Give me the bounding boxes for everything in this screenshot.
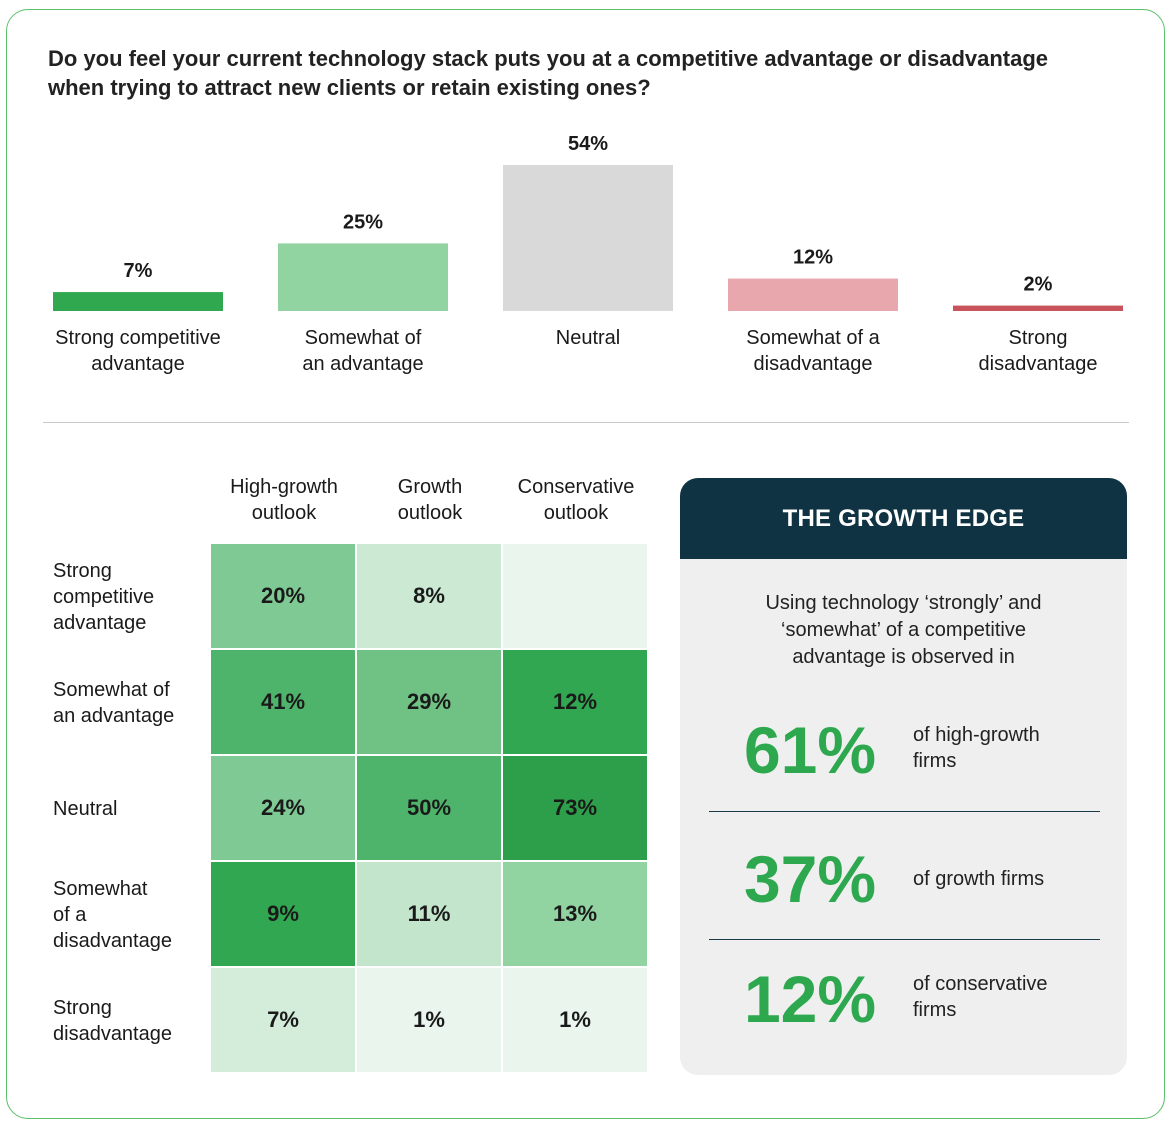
bar-category-label-line: Neutral xyxy=(555,327,621,349)
column-header-line: outlook xyxy=(543,502,609,524)
bar-value-label: 54% xyxy=(568,133,608,155)
heatmap-cell xyxy=(503,544,647,648)
heatmap-cell: 24% xyxy=(211,756,355,860)
stat-growth-desc: of growth firms xyxy=(913,866,1103,892)
growth-edge-intro: Using technology ‘strongly’ and ‘somewha… xyxy=(720,590,1087,671)
stat-desc-line: of conservative xyxy=(913,973,1048,995)
heatmap-column-header: Growth outlook xyxy=(357,474,503,526)
bar-value-label: 12% xyxy=(793,247,833,269)
bar-category-label: Somewhat of a disadvantage xyxy=(703,325,923,377)
bar-value-label: 2% xyxy=(1024,274,1053,296)
row-label-line: Neutral xyxy=(53,798,118,820)
bar-category-label-line: an advantage xyxy=(302,353,424,375)
row-label-line: competitive xyxy=(53,586,155,608)
growth-edge-panel: THE GROWTH EDGE Using technology ‘strong… xyxy=(680,478,1127,1075)
heatmap-cell: 29% xyxy=(357,650,501,754)
stat-desc-line: firms xyxy=(913,999,957,1021)
row-label-line: Strong xyxy=(53,997,112,1019)
bar-category-label-line: Somewhat of xyxy=(304,327,422,349)
column-header-line: outlook xyxy=(251,502,317,524)
row-label-line: of a xyxy=(53,904,87,926)
heatmap-cell: 50% xyxy=(357,756,501,860)
heatmap-row-label: Strong disadvantage xyxy=(53,968,203,1074)
intro-line: advantage is observed in xyxy=(792,646,1015,668)
stat-high-growth-desc: of high-growth firms xyxy=(913,722,1103,774)
heatmap-row-label: Strong competitive advantage xyxy=(53,544,203,650)
stat-conservative-desc: of conservative firms xyxy=(913,971,1103,1023)
heatmap-cell: 11% xyxy=(357,862,501,966)
heatmap-cell: 7% xyxy=(211,968,355,1072)
column-header-line: High-growth xyxy=(230,476,338,498)
heatmap-column-header: High-growth outlook xyxy=(211,474,357,526)
row-label-line: Strong xyxy=(53,560,112,582)
heatmap-cell: 20% xyxy=(211,544,355,648)
bar-category-label: Strong competitive advantage xyxy=(28,325,248,377)
bar-category-label: Somewhat of an advantage xyxy=(253,325,473,377)
heatmap-row-label: Somewhat of an advantage xyxy=(53,650,203,756)
bar-category-label-line: disadvantage xyxy=(978,353,1098,375)
heatmap-cell: 1% xyxy=(357,968,501,1072)
row-label-text: Neutral xyxy=(53,796,117,822)
bar-category-label: Strong disadvantage xyxy=(928,325,1148,377)
heatmap-column-header: Conservative outlook xyxy=(503,474,649,526)
bar-category-label-line: Somewhat of a xyxy=(746,327,880,349)
bar-value-label: 7% xyxy=(124,260,153,282)
row-label-line: Somewhat of xyxy=(53,679,170,701)
row-label-text: Strong competitive advantage xyxy=(53,558,154,636)
heatmap-cell: 1% xyxy=(503,968,647,1072)
stat-desc-line: of high-growth xyxy=(913,724,1040,746)
stat-desc-line: firms xyxy=(913,750,957,772)
heatmap-cell: 13% xyxy=(503,862,647,966)
heatmap-cell: 73% xyxy=(503,756,647,860)
column-header-line: outlook xyxy=(397,502,463,524)
column-header-line: Conservative xyxy=(517,476,635,498)
stat-conservative-value: 12% xyxy=(743,962,877,1036)
intro-line: Using technology ‘strongly’ and xyxy=(765,592,1042,614)
heatmap-row-label: Neutral xyxy=(53,756,203,862)
row-label-text: Strong disadvantage xyxy=(53,995,172,1047)
bar-chart: 7% 25% 54% 12% 2% xyxy=(53,133,1123,311)
bar-category-label-line: Strong competitive xyxy=(55,327,221,349)
bar-category-label-line: advantage xyxy=(91,353,185,375)
row-label-line: advantage xyxy=(53,612,147,634)
bar-0 xyxy=(53,292,223,311)
stat-divider xyxy=(709,811,1100,812)
stat-high-growth-value: 61% xyxy=(743,713,877,787)
growth-edge-title: THE GROWTH EDGE xyxy=(680,478,1127,559)
heatmap-cell: 9% xyxy=(211,862,355,966)
bar-value-label: 25% xyxy=(343,211,383,233)
bar-category-label-line: disadvantage xyxy=(753,353,873,375)
section-divider xyxy=(43,422,1129,423)
stat-growth-value: 37% xyxy=(743,842,877,916)
heatmap-cell: 41% xyxy=(211,650,355,754)
heatmap-cell: 12% xyxy=(503,650,647,754)
stat-desc-line: of growth firms xyxy=(913,868,1045,890)
stat-divider xyxy=(709,939,1100,940)
row-label-line: Somewhat xyxy=(53,878,148,900)
question-title: Do you feel your current technology stac… xyxy=(48,46,1049,100)
row-label-line: disadvantage xyxy=(53,930,172,952)
column-header-line: Growth xyxy=(397,476,463,498)
row-label-line: disadvantage xyxy=(53,1023,172,1045)
bar-4 xyxy=(953,305,1123,311)
bar-category-label: Neutral xyxy=(478,325,698,351)
intro-line: ‘somewhat’ of a competitive xyxy=(781,619,1026,641)
row-label-line: an advantage xyxy=(53,705,175,727)
row-label-text: Somewhat of an advantage xyxy=(53,677,174,729)
bar-3 xyxy=(728,278,898,311)
row-label-text: Somewhat of a disadvantage xyxy=(53,876,172,954)
bar-2 xyxy=(503,165,673,311)
heatmap-row-label: Somewhat of a disadvantage xyxy=(53,862,203,968)
bar-1 xyxy=(278,243,448,311)
heatmap-cell: 8% xyxy=(357,544,501,648)
bar-category-label-line: Strong xyxy=(1008,327,1068,349)
